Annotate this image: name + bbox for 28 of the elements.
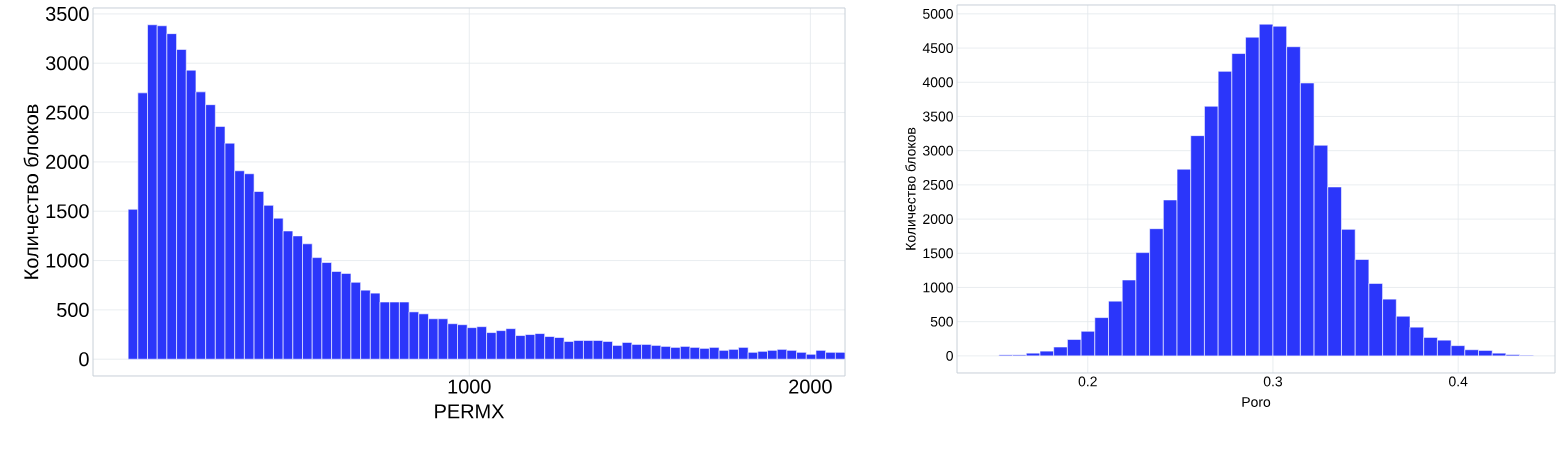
y-tick-label: 2000 <box>46 154 89 169</box>
x-tick-label: 0.2 <box>1078 376 1097 387</box>
y-tick-label: 0 <box>946 350 953 361</box>
y-tick-label: 3000 <box>45 56 89 71</box>
y-tick-label: 2500 <box>923 179 953 190</box>
y-tick-label: 3500 <box>923 111 953 122</box>
y-axis-title: Количество блоков <box>905 127 916 250</box>
x-tick-label: 0.3 <box>1263 376 1283 387</box>
x-axis-title: PERMX <box>435 404 505 419</box>
y-tick-label: 500 <box>930 316 953 327</box>
x-tick-label: 2000 <box>789 379 832 394</box>
y-tick-label: 500 <box>57 302 89 317</box>
y-tick-label: 0 <box>79 352 89 367</box>
y-tick-label: 5000 <box>923 8 953 19</box>
y-tick-label: 2000 <box>923 214 953 225</box>
y-tick-label: 4000 <box>922 77 953 88</box>
y-tick-label: 2500 <box>46 105 89 120</box>
y-tick-label: 1500 <box>46 204 89 219</box>
y-tick-label: 4500 <box>922 43 953 54</box>
x-tick-label: 0.4 <box>1449 376 1468 387</box>
y-tick-label: 1500 <box>923 248 953 259</box>
y-axis-title: Количество блоков <box>23 104 39 279</box>
y-tick-label: 1000 <box>923 282 953 293</box>
y-tick-label: 3000 <box>923 145 953 156</box>
y-tick-label: 1000 <box>46 253 89 268</box>
x-tick-label: 1000 <box>448 379 491 394</box>
y-tick-label: 3500 <box>45 6 89 21</box>
x-axis-title: Poro <box>1242 397 1271 407</box>
